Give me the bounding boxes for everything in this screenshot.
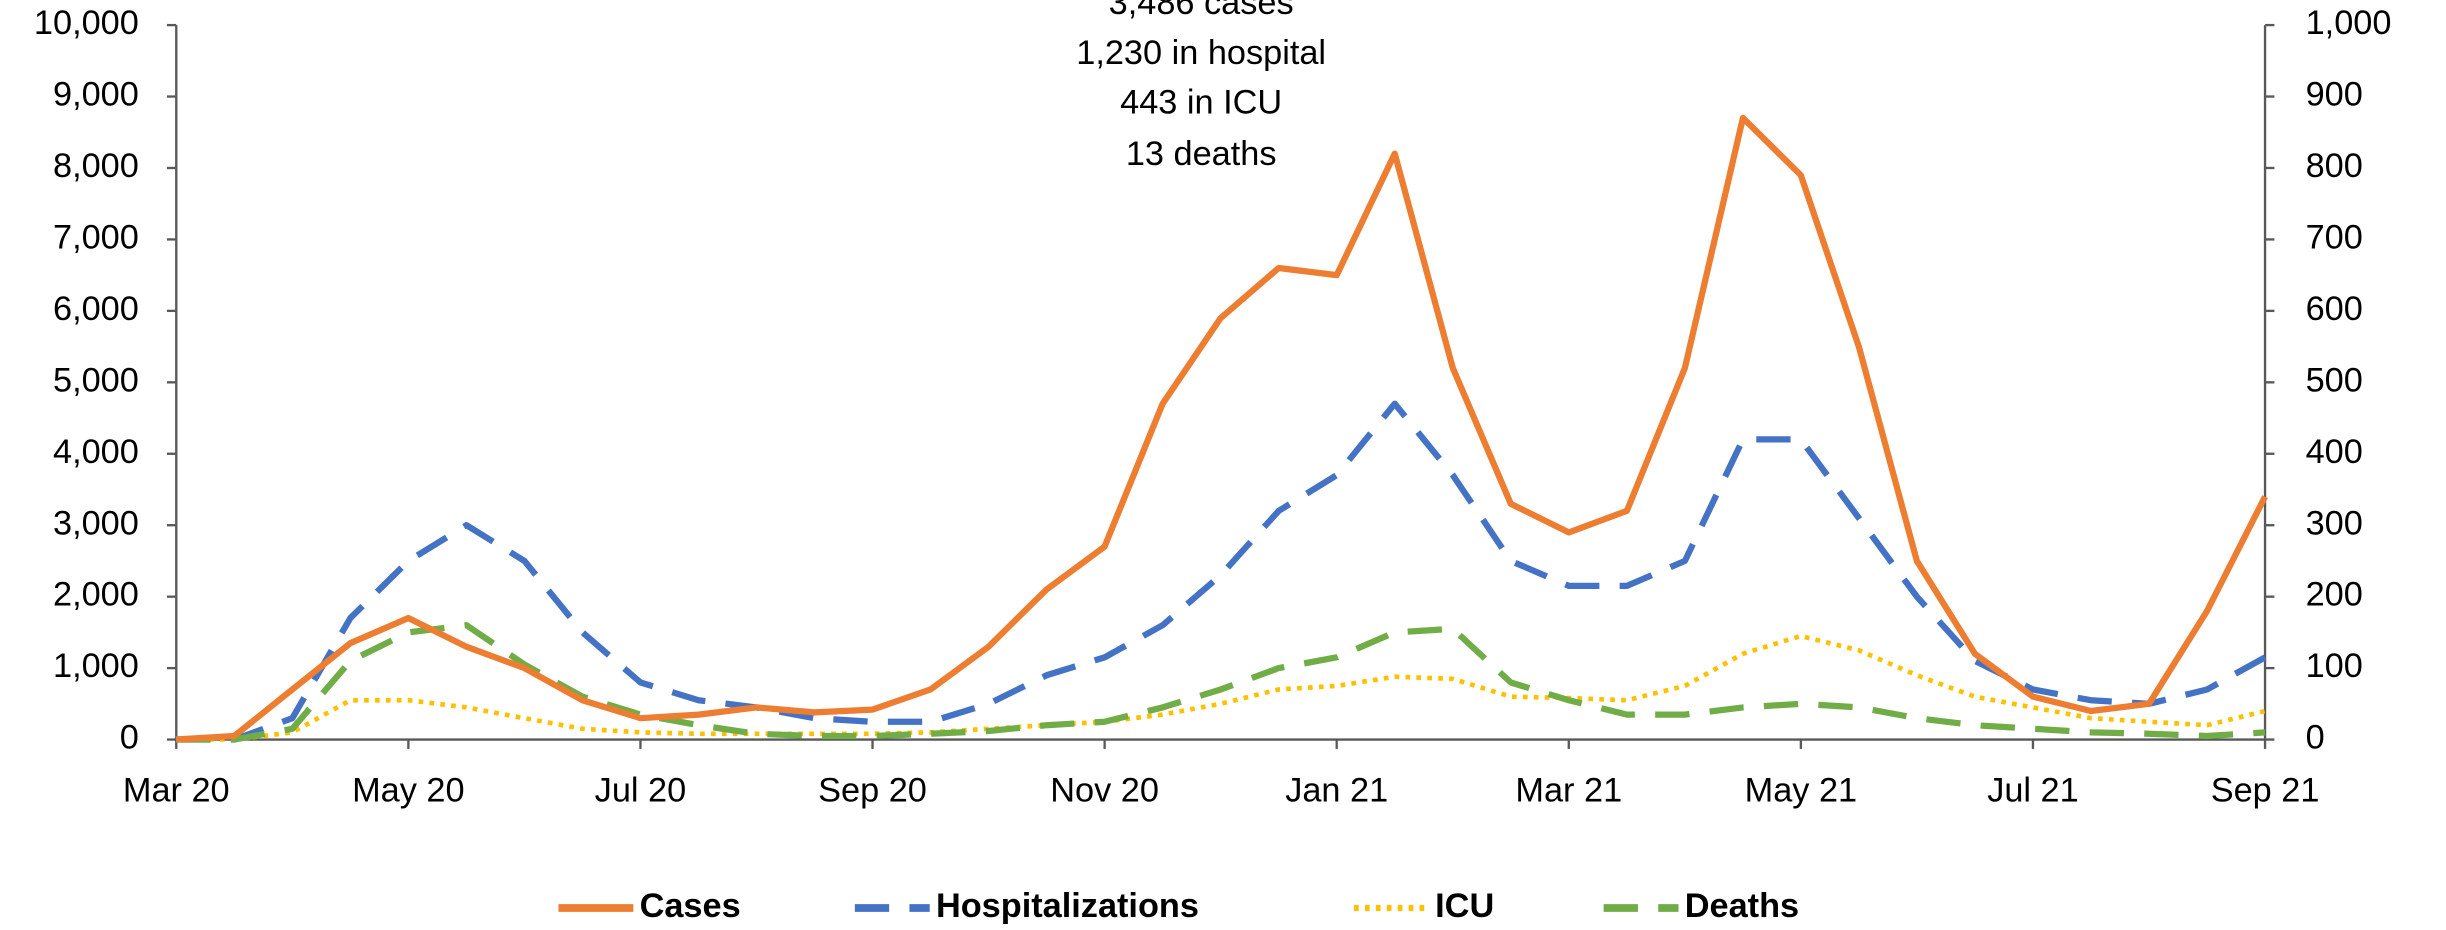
y-tick-label: 2,000 xyxy=(53,576,139,614)
y-tick-label: 10,000 xyxy=(34,4,139,42)
y2-tick-label: 500 xyxy=(2306,361,2363,399)
annotation: 13 deaths xyxy=(1126,135,1277,173)
legend-label: Hospitalizations xyxy=(936,887,1199,925)
x-tick-label: Nov 20 xyxy=(1050,772,1159,810)
y2-tick-label: 300 xyxy=(2306,504,2363,542)
y2-tick-label: 700 xyxy=(2306,218,2363,256)
x-tick-label: Jul 21 xyxy=(1987,772,2079,810)
annotation: 1,230 in hospital xyxy=(1076,34,1326,72)
legend-label: Deaths xyxy=(1685,887,1799,925)
x-tick-label: Mar 21 xyxy=(1515,772,1622,810)
legend-label: Cases xyxy=(640,887,741,925)
x-tick-label: Sep 21 xyxy=(2211,772,2320,810)
x-tick-label: Mar 20 xyxy=(123,772,230,810)
legend-label: ICU xyxy=(1435,887,1494,925)
y2-tick-label: 600 xyxy=(2306,290,2363,328)
y-tick-label: 6,000 xyxy=(53,290,139,328)
y-tick-label: 4,000 xyxy=(53,433,139,471)
series-line xyxy=(176,400,2267,743)
y-tick-label: 3,000 xyxy=(53,504,139,542)
y2-tick-label: 400 xyxy=(2306,433,2363,471)
y2-tick-label: 1,000 xyxy=(2306,4,2392,42)
annotation: 3,486 cases xyxy=(1109,0,1294,22)
x-tick-label: Jul 20 xyxy=(595,772,687,810)
y-tick-label: 0 xyxy=(120,719,139,757)
y2-tick-label: 0 xyxy=(2306,719,2325,757)
y-tick-label: 1,000 xyxy=(53,647,139,685)
annotation: 443 in ICU xyxy=(1120,84,1282,122)
x-tick-label: May 21 xyxy=(1745,772,1857,810)
y-tick-label: 7,000 xyxy=(53,218,139,256)
x-tick-label: Sep 20 xyxy=(818,772,927,810)
y-tick-label: 5,000 xyxy=(53,361,139,399)
y2-tick-label: 900 xyxy=(2306,76,2363,114)
series-line xyxy=(176,622,2266,743)
x-tick-label: May 20 xyxy=(352,772,464,810)
y-tick-label: 8,000 xyxy=(53,147,139,185)
y2-tick-label: 800 xyxy=(2306,147,2363,185)
y2-tick-label: 200 xyxy=(2306,576,2363,614)
series-line xyxy=(176,114,2268,743)
y2-tick-label: 100 xyxy=(2306,647,2363,685)
y-tick-label: 9,000 xyxy=(53,76,139,114)
legend: Cases Hospitalizations ICU Deaths xyxy=(558,887,1799,925)
x-tick-label: Jan 21 xyxy=(1285,772,1388,810)
